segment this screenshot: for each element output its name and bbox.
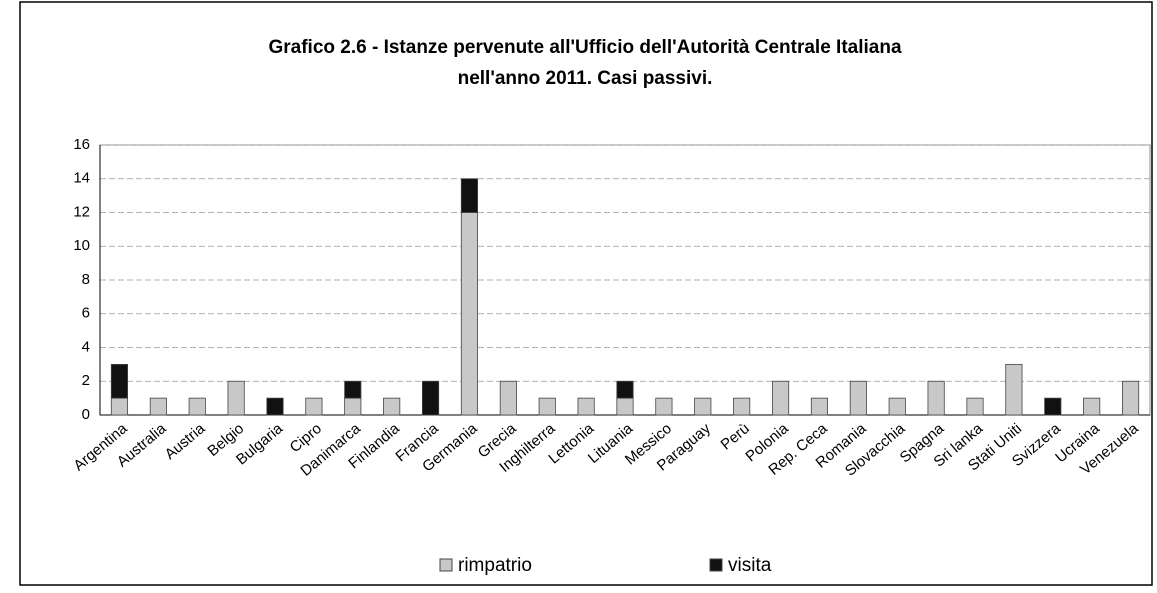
bar-segment (966, 397, 984, 416)
chart-title: Grafico 2.6 - Istanze pervenute all'Uffi… (268, 37, 901, 58)
bar-segment (421, 380, 440, 416)
legend-label: visita (728, 555, 772, 576)
y-tick-label: 0 (82, 406, 90, 423)
bar-segment (227, 380, 245, 416)
bar-segment (344, 397, 362, 416)
y-tick-label: 2 (82, 372, 90, 389)
bar-segment (538, 397, 556, 416)
bar-segment (927, 380, 945, 416)
bar-segment (383, 397, 401, 416)
bar-segment (1083, 397, 1101, 416)
legend-swatch (439, 558, 453, 572)
bar-segment (110, 363, 129, 399)
bar-segment (110, 397, 129, 416)
bar-segment (188, 397, 206, 416)
y-tick-label: 4 (82, 338, 90, 355)
y-tick-label: 12 (73, 203, 90, 220)
bar-segment (305, 397, 323, 416)
bar-segment (460, 178, 479, 213)
y-tick-label: 14 (73, 170, 90, 187)
bar-segment (733, 397, 751, 416)
bar-segment (266, 397, 284, 416)
legend-swatch (709, 558, 723, 572)
bar-segment (149, 397, 167, 416)
y-tick-label: 8 (82, 271, 90, 288)
bar-segment (616, 380, 634, 399)
bar-segment (810, 397, 829, 416)
y-tick-label: 16 (73, 136, 90, 153)
y-tick-label: 6 (82, 305, 90, 322)
bar-segment (1044, 397, 1062, 416)
y-tick-label: 10 (73, 237, 90, 254)
legend-label: rimpatrio (458, 555, 532, 576)
bar-segment (1005, 363, 1023, 416)
bar-segment (344, 380, 362, 399)
bar-segment (849, 380, 867, 416)
bar-segment (888, 397, 906, 416)
chart-subtitle: nell'anno 2011. Casi passivi. (458, 68, 713, 89)
bar-segment (577, 397, 595, 416)
bar-segment (460, 212, 479, 416)
bar-segment (1121, 380, 1140, 416)
bar-segment (655, 397, 673, 416)
bar-segment (499, 380, 517, 416)
bar-segment (771, 380, 790, 416)
bar-segment (616, 397, 634, 416)
bar-segment (694, 397, 712, 416)
